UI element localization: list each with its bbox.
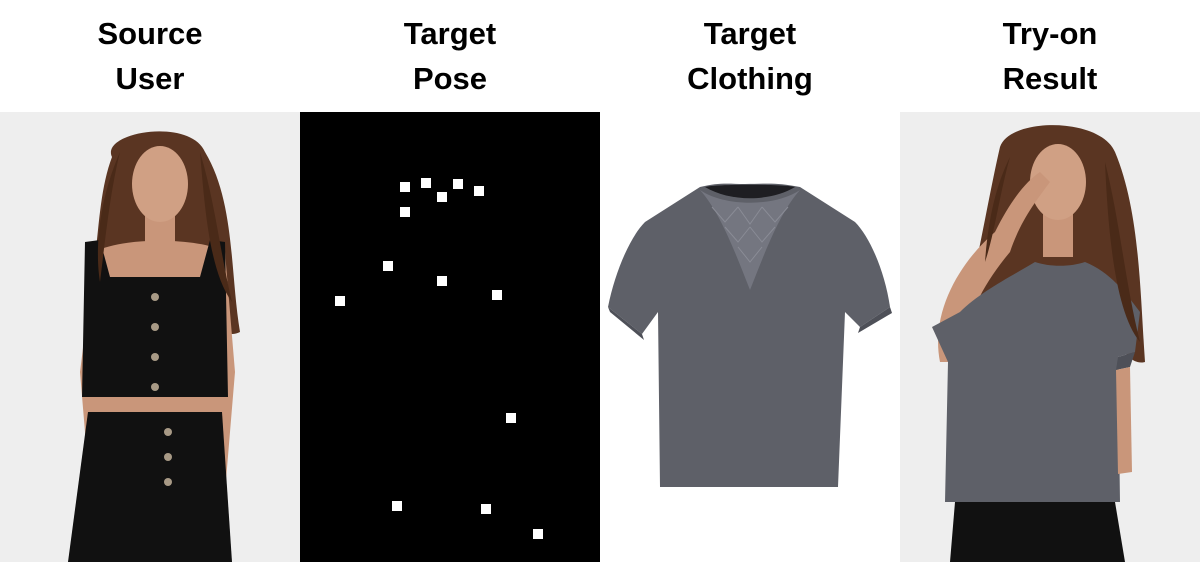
pose-keypoints-image [300, 112, 600, 562]
column-header: Try-on Result [900, 0, 1200, 112]
keypoint [383, 261, 393, 271]
column-title: Target Pose [404, 11, 496, 101]
column-source-user: Source User [0, 0, 300, 562]
column-header: Source User [0, 0, 300, 112]
column-tryon-result: Try-on Result [900, 0, 1200, 562]
column-header: Target Pose [300, 0, 600, 112]
grey-tshirt-image [600, 112, 900, 562]
column-target-pose: Target Pose [300, 0, 600, 562]
keypoint [400, 207, 410, 217]
keypoint [533, 529, 543, 539]
keypoint [392, 501, 402, 511]
keypoint [400, 182, 410, 192]
column-title: Target Clothing [687, 11, 813, 101]
keypoint [437, 192, 447, 202]
column-title: Try-on Result [1003, 11, 1098, 101]
tryon-result-photo [900, 112, 1200, 562]
keypoint [492, 290, 502, 300]
target-pose-map [300, 112, 600, 562]
keypoint [437, 276, 447, 286]
woman-black-top-image [0, 112, 300, 562]
column-header: Target Clothing [600, 0, 900, 112]
source-user-photo [0, 112, 300, 562]
keypoint [335, 296, 345, 306]
woman-grey-tshirt-image [900, 112, 1200, 562]
keypoint [421, 178, 431, 188]
keypoint [453, 179, 463, 189]
column-target-clothing: Target Clothing [600, 0, 900, 562]
keypoint [474, 186, 484, 196]
target-clothing-photo [600, 112, 900, 562]
column-title: Source User [97, 11, 202, 101]
keypoint [481, 504, 491, 514]
keypoint [506, 413, 516, 423]
